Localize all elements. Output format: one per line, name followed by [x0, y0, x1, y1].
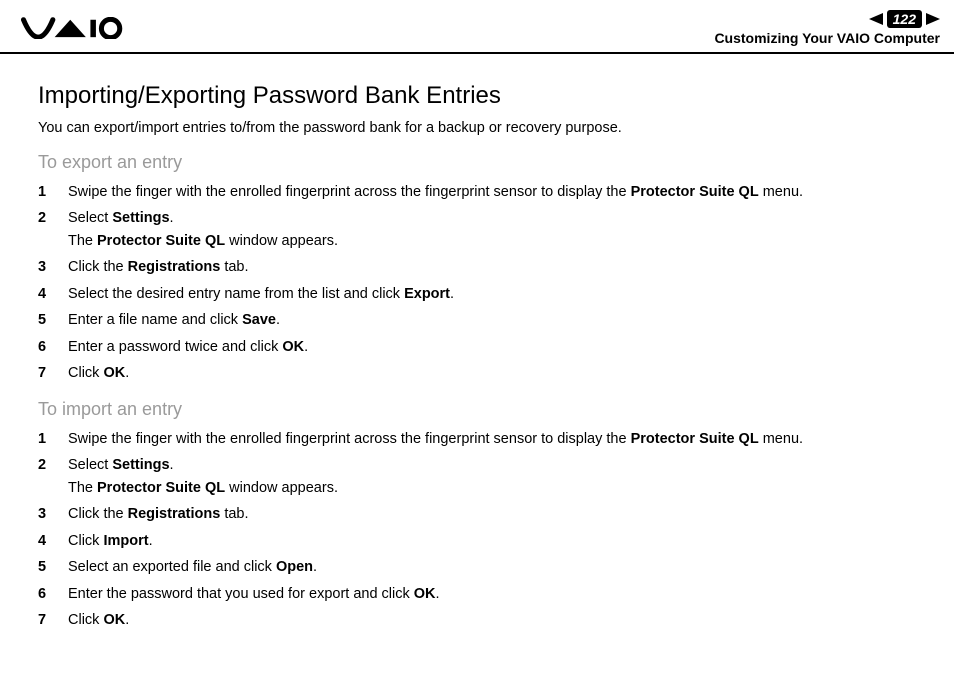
step-text: Select the desired entry name from the l…: [68, 283, 916, 305]
step-number: 7: [38, 362, 68, 384]
prev-arrow-icon[interactable]: [869, 13, 883, 25]
step-text: Select Settings.The Protector Suite QL w…: [68, 207, 916, 252]
page-title: Importing/Exporting Password Bank Entrie…: [38, 82, 916, 110]
header-right: 122 Customizing Your VAIO Computer: [714, 10, 940, 46]
section-name: Customizing Your VAIO Computer: [714, 30, 940, 46]
step-item: 2Select Settings.The Protector Suite QL …: [38, 454, 916, 499]
step-number: 6: [38, 583, 68, 605]
step-number: 1: [38, 181, 68, 203]
next-arrow-icon[interactable]: [926, 13, 940, 25]
step-number: 3: [38, 256, 68, 278]
step-number: 1: [38, 428, 68, 450]
page-number: 122: [887, 10, 922, 28]
step-number: 5: [38, 309, 68, 331]
step-item: 1Swipe the finger with the enrolled fing…: [38, 428, 916, 450]
step-item: 4Click Import.: [38, 530, 916, 552]
step-number: 7: [38, 609, 68, 631]
step-number: 6: [38, 336, 68, 358]
import-steps: 1Swipe the finger with the enrolled fing…: [38, 428, 916, 632]
import-heading: To import an entry: [38, 399, 916, 420]
step-text: Enter a password twice and click OK.: [68, 336, 916, 358]
step-item: 2Select Settings.The Protector Suite QL …: [38, 207, 916, 252]
step-item: 7Click OK.: [38, 609, 916, 631]
step-text: Enter a file name and click Save.: [68, 309, 916, 331]
vaio-logo: [18, 17, 128, 39]
step-item: 7Click OK.: [38, 362, 916, 384]
step-item: 5Enter a file name and click Save.: [38, 309, 916, 331]
step-text: Swipe the finger with the enrolled finge…: [68, 181, 916, 203]
step-item: 3Click the Registrations tab.: [38, 503, 916, 525]
export-heading: To export an entry: [38, 152, 916, 173]
step-text: Click the Registrations tab.: [68, 256, 916, 278]
step-number: 3: [38, 503, 68, 525]
step-number: 2: [38, 207, 68, 229]
step-text: Select Settings.The Protector Suite QL w…: [68, 454, 916, 499]
step-text: Enter the password that you used for exp…: [68, 583, 916, 605]
step-item: 6Enter a password twice and click OK.: [38, 336, 916, 358]
step-number: 4: [38, 283, 68, 305]
step-item: 1Swipe the finger with the enrolled fing…: [38, 181, 916, 203]
step-text: Click OK.: [68, 609, 916, 631]
step-text: Swipe the finger with the enrolled finge…: [68, 428, 916, 450]
page-nav: 122: [714, 10, 940, 28]
step-text: Select an exported file and click Open.: [68, 556, 916, 578]
page-content: Importing/Exporting Password Bank Entrie…: [0, 54, 954, 632]
document-page: 122 Customizing Your VAIO Computer Impor…: [0, 0, 954, 674]
step-number: 5: [38, 556, 68, 578]
step-text: Click OK.: [68, 362, 916, 384]
step-item: 5Select an exported file and click Open.: [38, 556, 916, 578]
export-steps: 1Swipe the finger with the enrolled fing…: [38, 181, 916, 385]
page-header: 122 Customizing Your VAIO Computer: [0, 0, 954, 54]
step-text: Click the Registrations tab.: [68, 503, 916, 525]
intro-text: You can export/import entries to/from th…: [38, 120, 916, 136]
step-item: 3Click the Registrations tab.: [38, 256, 916, 278]
step-item: 6Enter the password that you used for ex…: [38, 583, 916, 605]
step-item: 4Select the desired entry name from the …: [38, 283, 916, 305]
step-text: Click Import.: [68, 530, 916, 552]
step-number: 4: [38, 530, 68, 552]
step-number: 2: [38, 454, 68, 476]
